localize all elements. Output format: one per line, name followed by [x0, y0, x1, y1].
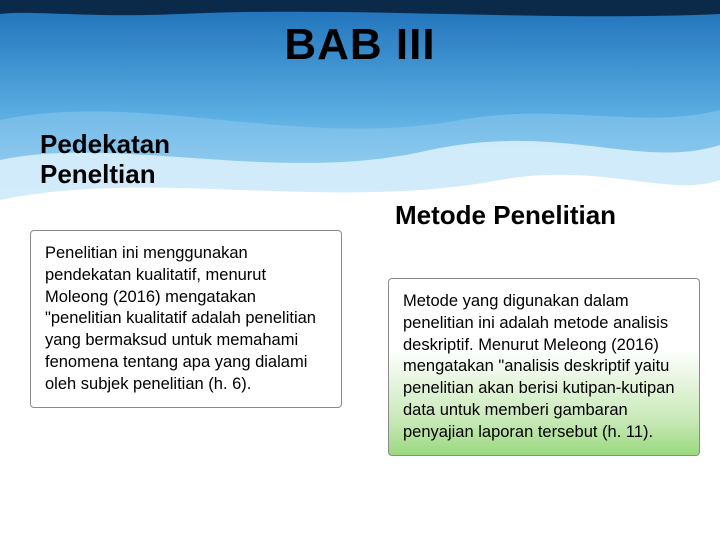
box-pendekatan-text: Penelitian ini menggunakan pendekatan ku…	[45, 244, 316, 393]
slide-title: BAB III	[0, 20, 720, 70]
box-metode-text: Metode yang digunakan dalam penelitian i…	[403, 292, 675, 441]
heading-pendekatan: PedekatanPeneltian	[40, 130, 170, 190]
box-pendekatan: Penelitian ini menggunakan pendekatan ku…	[30, 230, 342, 408]
heading-metode: Metode Penelitian	[395, 200, 616, 231]
box-metode: Metode yang digunakan dalam penelitian i…	[388, 278, 700, 456]
